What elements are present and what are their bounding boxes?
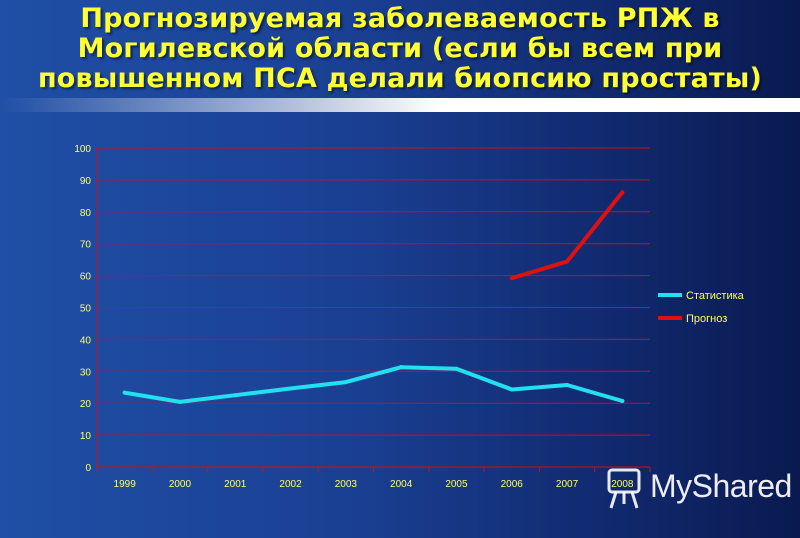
y-tick-label: 80 [80, 208, 92, 219]
data-point [454, 366, 459, 371]
grid-layer: 0 10 20 30 40 50 60 70 80 90 100 1999 2000 2001 2002 20… [74, 144, 651, 490]
data-point [233, 393, 238, 398]
x-tick-label: 1999 [114, 479, 137, 490]
watermark-text: MyShared [650, 468, 792, 504]
series-layer [122, 190, 625, 404]
presentation-board-icon [607, 468, 641, 509]
legend-label: Прогноз [686, 313, 727, 325]
data-point [565, 383, 570, 388]
y-tick-label: 100 [74, 144, 91, 155]
data-point [122, 390, 127, 395]
y-tick-label: 20 [80, 399, 92, 410]
series-line-prognoz [509, 190, 625, 281]
title-line-1: Прогнозируемая заболеваемость РПЖ в [80, 3, 720, 34]
y-tick-label: 50 [80, 304, 92, 315]
data-point [509, 387, 514, 392]
data-point [343, 380, 348, 385]
x-tick-label: 2002 [279, 479, 302, 490]
x-tick-label: 2003 [335, 479, 358, 490]
x-tick-label: 2000 [169, 479, 192, 490]
x-tick-label: 2006 [501, 479, 524, 490]
y-tick-label: 90 [80, 176, 92, 187]
x-tick-label: 2001 [224, 479, 247, 490]
title-line-2: Могилевской области (если бы всем при [77, 33, 723, 64]
series-line-statistika [122, 365, 625, 404]
x-tick-label: 2005 [445, 479, 468, 490]
slide-title: Прогнозируемая заболеваемость РПЖ в Моги… [0, 4, 800, 94]
y-tick-label: 30 [80, 367, 92, 378]
legend-label: Статистика [686, 290, 745, 302]
data-point [620, 190, 625, 195]
title-line-3: повышенном ПСА делали биопсию простаты) [37, 63, 763, 94]
watermark: MyShared [606, 466, 796, 510]
y-tick-label: 10 [80, 431, 92, 442]
data-point [399, 365, 404, 370]
data-point [509, 276, 514, 281]
x-tick-label: 2007 [556, 479, 579, 490]
title-divider [0, 98, 800, 112]
data-point [620, 398, 625, 403]
data-point [177, 399, 182, 404]
data-point [565, 259, 570, 264]
y-tick-label: 70 [80, 240, 92, 251]
legend: Статистика Прогноз [658, 290, 745, 325]
y-tick-label: 60 [80, 272, 92, 283]
data-point [288, 386, 293, 391]
y-tick-label: 0 [85, 463, 91, 474]
x-tick-label: 2008 [611, 479, 634, 490]
x-tick-label: 2004 [390, 479, 413, 490]
y-tick-label: 40 [80, 335, 92, 346]
